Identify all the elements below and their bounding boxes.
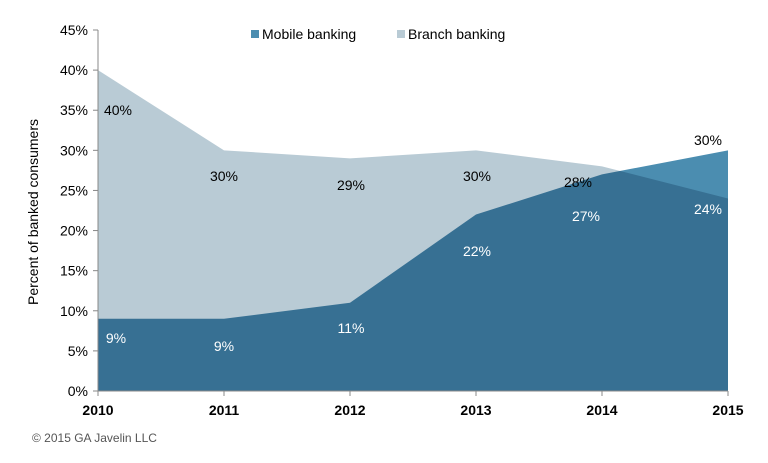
branch-data-label: 24%	[694, 201, 722, 217]
legend-swatch-mobile	[251, 30, 259, 38]
y-tick-label: 25%	[60, 182, 88, 198]
x-tick-label: 2014	[586, 402, 617, 418]
y-tick-label: 45%	[60, 22, 88, 38]
mobile-data-label: 30%	[694, 132, 722, 148]
y-tick-label: 35%	[60, 102, 88, 118]
branch-data-label: 30%	[463, 168, 491, 184]
legend-label-branch: Branch banking	[408, 26, 505, 42]
branch-data-label: 30%	[210, 168, 238, 184]
y-tick-label: 20%	[60, 223, 88, 239]
y-tick-label: 30%	[60, 142, 88, 158]
branch-data-label: 40%	[104, 102, 132, 118]
legend-label-mobile: Mobile banking	[262, 26, 356, 42]
mobile-data-label: 9%	[106, 330, 126, 346]
mobile-data-label: 27%	[572, 208, 600, 224]
y-tick-label: 40%	[60, 62, 88, 78]
y-tick-label: 5%	[68, 343, 88, 359]
y-tick-label: 10%	[60, 303, 88, 319]
branch-data-label: 29%	[337, 177, 365, 193]
y-tick-label: 15%	[60, 263, 88, 279]
legend: Mobile banking Branch banking	[251, 26, 505, 42]
y-axis-label: Percent of banked consumers	[25, 119, 41, 305]
mobile-data-label: 11%	[338, 320, 365, 336]
mobile-data-label: 22%	[463, 243, 491, 259]
y-tick-label: 0%	[68, 383, 88, 399]
x-tick-label: 2015	[712, 402, 743, 418]
mobile-data-label: 9%	[214, 338, 234, 354]
x-tick-label: 2013	[460, 402, 491, 418]
branch-data-label: 28%	[564, 174, 592, 190]
copyright-footer: © 2015 GA Javelin LLC	[32, 431, 157, 445]
mobile-banking-area	[98, 150, 728, 391]
x-tick-label: 2012	[334, 402, 365, 418]
legend-swatch-branch	[397, 30, 405, 38]
x-tick-label: 2011	[209, 402, 240, 418]
x-tick-label: 2010	[82, 402, 113, 418]
